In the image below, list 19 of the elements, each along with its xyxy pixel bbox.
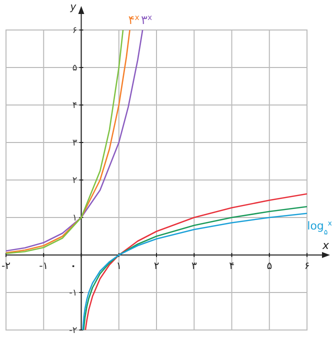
y-tick-label: ۲ <box>72 176 78 186</box>
y-tick-label: ۶ <box>72 26 78 36</box>
x-tick-label: ۲ <box>154 261 160 272</box>
x-tick-label: ۴ <box>229 261 234 272</box>
x-tick-label: ۶ <box>304 261 310 272</box>
x-tick-label: ۱ <box>116 261 122 272</box>
y-tick-label: ۱ <box>72 214 78 224</box>
x-tick-label: -۱ <box>39 261 48 272</box>
y-tick-label: ۳ <box>72 138 78 148</box>
y-tick-label: ۵ <box>72 64 78 74</box>
y-tick-label: ۴ <box>72 101 78 111</box>
y-axis-title: y <box>69 2 78 13</box>
x-tick-label: ۵ <box>266 261 272 272</box>
x-tick-label: ۰ <box>70 261 76 272</box>
y-tick-label: -۱ <box>69 288 78 298</box>
y-tick-label: -۲ <box>69 326 78 336</box>
x-tick-label: ۳ <box>191 261 198 272</box>
x-tick-label: -۲ <box>2 261 10 272</box>
x-axis-title: x <box>321 239 330 252</box>
